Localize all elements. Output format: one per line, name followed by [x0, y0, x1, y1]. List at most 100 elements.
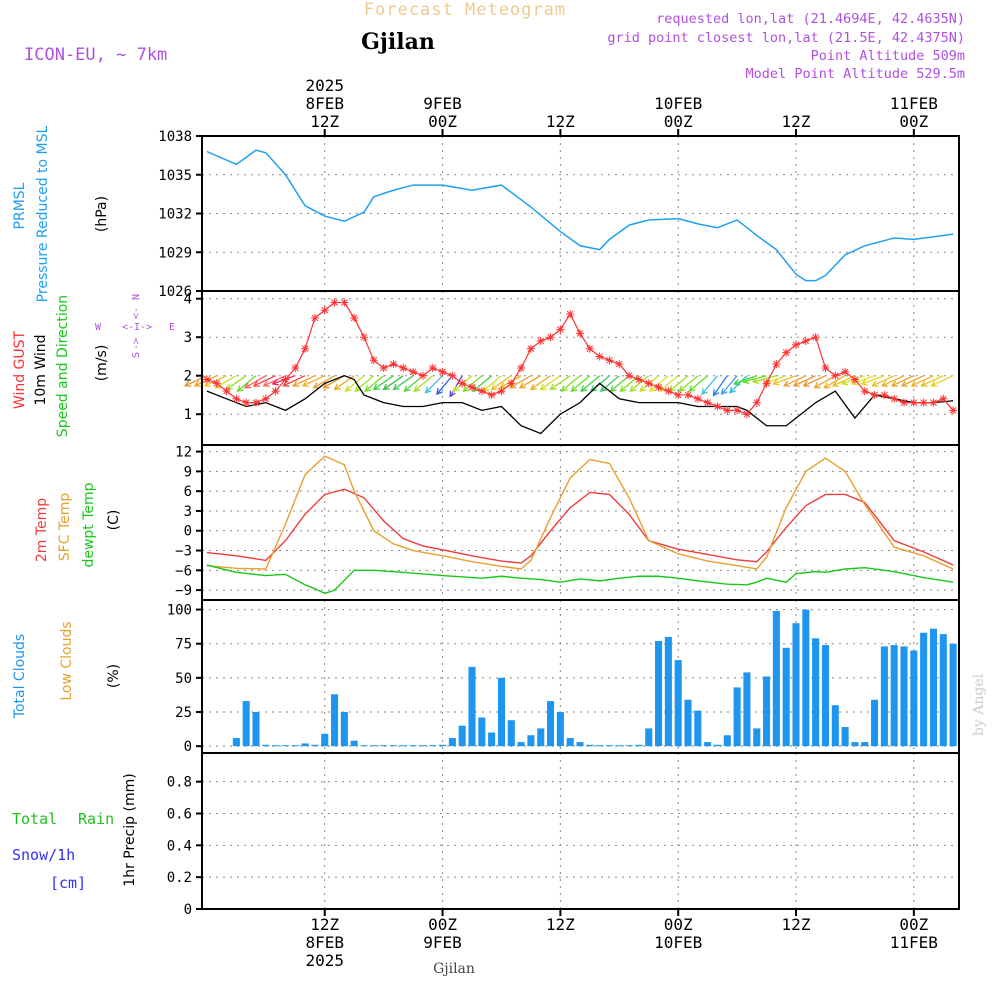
cloud-bar: [291, 745, 299, 747]
cloud-bar: [733, 687, 741, 747]
cloud-label-low: Low Clouds: [59, 621, 75, 700]
wind-arrow: [550, 375, 571, 390]
clouds-ytick-label: 75: [175, 637, 192, 653]
wind-arrow-head: [333, 383, 341, 391]
wind-gust-marker: [733, 406, 742, 415]
cloud-bar: [272, 745, 280, 747]
temp-ytick-label: −9: [175, 583, 192, 599]
bottom-time-label: 12Z: [546, 915, 575, 934]
clouds-panel: 0 25 50 75 100: [167, 599, 960, 755]
wind-gust-marker: [634, 375, 643, 384]
precip-labels: Total Rain Snow/1h [cm] 1hr Precip (mm): [12, 773, 138, 892]
wind-gust-marker: [556, 325, 565, 334]
wind-arrow-head: [840, 378, 849, 386]
cloud-bar: [566, 737, 574, 747]
wind-gust-marker: [644, 379, 653, 388]
wind-gust-marker: [389, 360, 398, 369]
wind-gust-marker: [409, 367, 418, 376]
location-title: Gjilan: [361, 29, 435, 55]
bottom-time-label: 00Z: [899, 915, 928, 934]
wind-arrow-head: [291, 380, 300, 387]
wind-arrow: [881, 375, 905, 387]
cloud-bar: [458, 725, 466, 747]
precip-label-cm: [cm]: [50, 874, 86, 892]
cloud-bar: [861, 742, 869, 747]
wind-arrow-head: [462, 385, 470, 392]
temp-labels: 2m Temp SFC Temp dewpt Temp (C): [34, 482, 122, 567]
cloud-bar: [380, 745, 388, 747]
wind-arrow-head: [322, 382, 330, 389]
wind-arrow-head: [529, 383, 537, 391]
sfc-temp-line: [206, 455, 954, 570]
bottom-time-label: 12Z: [782, 915, 811, 934]
cloud-bar: [281, 745, 289, 747]
cloud-bar: [497, 677, 505, 747]
wind-arrow: [530, 375, 551, 390]
cloud-bar: [419, 745, 427, 747]
cloud-labels: Total Clouds Low Clouds (%): [12, 621, 122, 719]
wind-arrow-head: [452, 385, 460, 392]
cloud-bar: [615, 745, 623, 747]
cloud-bar: [694, 710, 702, 747]
cloud-bar: [429, 745, 437, 747]
cloud-bar: [792, 623, 800, 747]
cloud-bar: [635, 744, 643, 747]
temp-label-sfc: SFC Temp: [57, 493, 73, 562]
cloud-bar: [713, 744, 722, 747]
wind-arrow-head: [648, 385, 657, 392]
wind-gust-marker: [536, 337, 545, 346]
model-altitude: Model Point Altitude 529.5m: [746, 66, 965, 82]
wind-arrow: [425, 375, 444, 394]
wind-arrow-head: [742, 377, 750, 384]
compass-n: N: [131, 294, 142, 300]
cloud-bar: [890, 645, 898, 747]
wind-arrow: [571, 375, 591, 392]
cloud-bar: [802, 609, 810, 747]
wind-gust-marker: [909, 398, 918, 407]
cloud-bar: [252, 712, 260, 747]
wind-gust-marker: [684, 390, 693, 399]
wind-gust-marker: [438, 367, 447, 376]
wind-arrow-head: [609, 385, 617, 392]
cloud-bar: [949, 643, 957, 747]
wind-gust-marker: [615, 360, 624, 369]
cloud-bar: [389, 745, 397, 747]
bottom-time-label: 00Z: [428, 915, 457, 934]
pressure-label-prmsl: PRMSL: [12, 182, 28, 229]
wind-arrow-head: [751, 377, 760, 384]
pressure-ytick-label: 1032: [158, 207, 192, 223]
precip-ytick-label: 0: [184, 902, 192, 918]
wind-gust-marker: [517, 364, 526, 372]
dewpt-temp-line: [206, 564, 954, 595]
2m-temp-line: [206, 488, 954, 566]
wind-arrow-head: [382, 383, 390, 391]
wind-gust-marker: [850, 375, 859, 384]
wind-arrow: [649, 375, 669, 392]
wind-arrow-head: [518, 382, 526, 389]
wind-arrow: [872, 375, 895, 387]
temp-ytick-label: 12: [175, 445, 192, 461]
wind-gust-marker: [585, 344, 594, 353]
wind-ytick-label: 3: [184, 330, 192, 346]
wind-arrow-head: [372, 383, 380, 391]
temp-unit: (C): [106, 510, 122, 531]
wind-gust-marker: [477, 387, 486, 396]
wind-arrow: [491, 375, 512, 390]
wind-arrow: [263, 375, 286, 387]
cloud-bar: [920, 632, 928, 747]
wind-arrow-head: [910, 380, 918, 387]
cloud-bar: [439, 744, 447, 747]
wind-arrow-head: [364, 385, 372, 392]
precip-label-snow: Snow/1h: [12, 846, 75, 864]
wind-arrow: [345, 375, 365, 392]
cloud-bar: [664, 636, 672, 747]
wind-arrow-head: [252, 380, 260, 387]
wind-arrow-head: [881, 380, 889, 387]
wind-gust-marker: [232, 394, 241, 403]
wind-arrow: [540, 375, 561, 390]
wind-arrow: [901, 375, 924, 387]
prmsl-line: [206, 149, 954, 282]
wind-ytick-label: 2: [184, 369, 192, 385]
wind-gust-marker: [526, 344, 535, 353]
